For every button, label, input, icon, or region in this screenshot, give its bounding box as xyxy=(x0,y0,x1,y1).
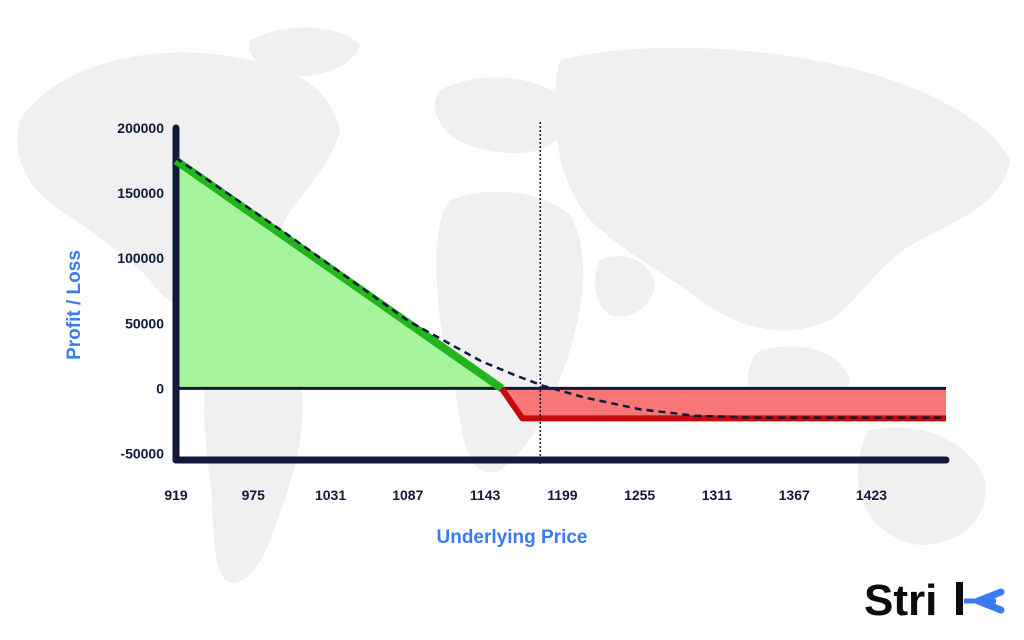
x-tick-label: 1031 xyxy=(315,487,346,503)
x-tick-label: 1255 xyxy=(624,487,655,503)
x-tick-label: 1143 xyxy=(470,487,501,503)
x-tick-label: 1311 xyxy=(702,487,733,503)
x-tick-label: 1087 xyxy=(392,487,423,503)
expected-pl-curve xyxy=(175,156,946,419)
x-tick-labels: 919 975 1031 1087 1143 1199 1255 1311 1367 1423 xyxy=(164,487,887,503)
y-tick-label: -50000 xyxy=(120,445,164,461)
y-tick-labels: 200000 150000 100000 50000 0 -50000 xyxy=(117,120,164,461)
y-axis-title: Profit / Loss xyxy=(64,250,85,360)
y-tick-label: 150000 xyxy=(117,185,164,201)
x-tick-label: 919 xyxy=(164,487,188,503)
strike-logo: Stri xyxy=(864,576,1005,625)
x-axis-title: Underlying Price xyxy=(437,527,588,548)
logo-wordmark: Stri xyxy=(864,576,937,625)
x-tick-label: 1199 xyxy=(547,487,578,503)
y-tick-label: 200000 xyxy=(117,120,164,136)
y-tick-label: 0 xyxy=(156,380,164,396)
y-tick-label: 100000 xyxy=(117,250,164,266)
loss-area xyxy=(501,388,946,419)
payoff-line-profit xyxy=(173,157,504,392)
logo-k-mark xyxy=(956,582,1005,615)
x-tick-label: 975 xyxy=(242,487,266,503)
y-tick-label: 50000 xyxy=(125,315,164,331)
x-tick-label: 1367 xyxy=(779,487,810,503)
x-tick-label: 1423 xyxy=(856,487,887,503)
